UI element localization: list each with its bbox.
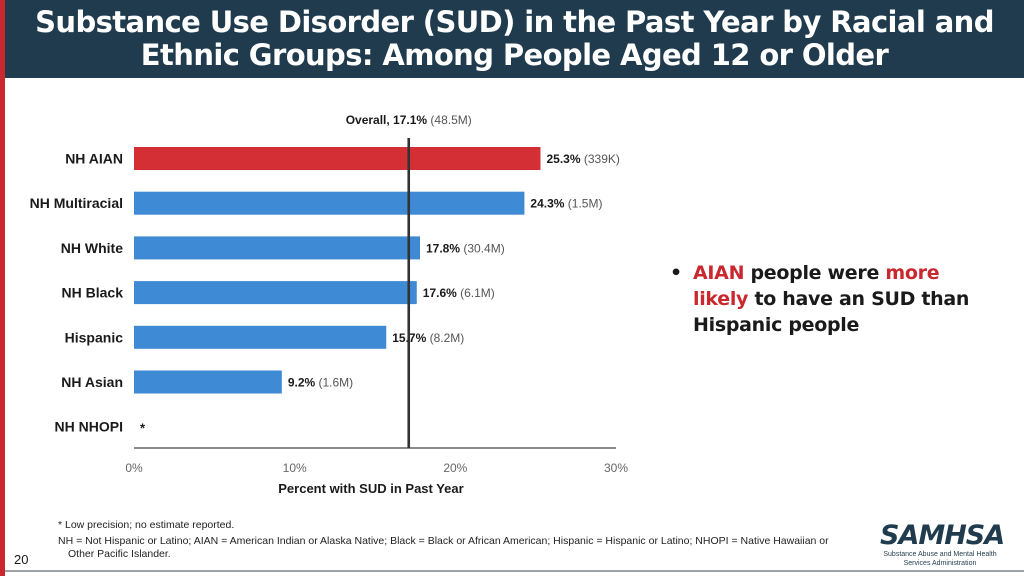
category-label-nh-multiracial: NH Multiracial xyxy=(30,195,123,211)
x-tick-label-1: 10% xyxy=(283,461,307,475)
data-label-nh-nhopi: * xyxy=(140,421,146,436)
bar-nh-aian xyxy=(134,147,541,170)
footnote-low-precision: * Low precision; no estimate reported. xyxy=(58,519,235,531)
category-label-nh-white: NH White xyxy=(61,240,123,256)
category-label-nh-asian: NH Asian xyxy=(61,374,123,390)
data-label-hispanic: 15.7% (8.2M) xyxy=(392,331,464,345)
bullet-aian: AIAN xyxy=(693,262,745,284)
bar-chart: NH AIAN 25.3% (339K) NH Multiracial 24.3% (… xyxy=(30,113,629,496)
bullet-text: AIAN people were more likely to have an … xyxy=(693,260,1000,338)
x-tick-label-0: 0% xyxy=(125,461,143,475)
bullet-dot: • xyxy=(670,262,682,284)
left-accent-stripe xyxy=(0,0,5,576)
logo-line-2: Services Administration xyxy=(903,560,977,567)
page-number: 20 xyxy=(14,552,29,567)
x-tick-label-2: 20% xyxy=(443,461,467,475)
title-bar: Substance Use Disorder (SUD) in the Past… xyxy=(5,0,1024,78)
logo-line-1: Substance Abuse and Mental Health xyxy=(883,551,997,558)
samhsa-logo: SAMHSA Substance Abuse and Mental Health… xyxy=(880,520,1005,568)
data-label-nh-white: 17.8% (30.4M) xyxy=(426,241,505,255)
overall-reference-label: Overall, 17.1% (48.5M) xyxy=(346,113,472,127)
bar-nh-black xyxy=(134,281,417,305)
bullet-more-likely: more likely xyxy=(693,262,940,310)
data-label-nh-multiracial: 24.3% (1.5M) xyxy=(530,197,602,211)
x-axis-title: Percent with SUD in Past Year xyxy=(278,481,463,496)
bullet-point: • AIAN people were more likely to have a… xyxy=(670,260,1000,338)
bar-hispanic xyxy=(134,325,387,349)
category-label-nh-aian: NH AIAN xyxy=(65,151,123,167)
footnote-abbreviations-line1: NH = Not Hispanic or Latino; AIAN = Amer… xyxy=(58,535,829,547)
category-label-nh-black: NH Black xyxy=(62,285,124,301)
bar-nh-multiracial xyxy=(134,191,525,215)
footnote-abbreviations: NH = Not Hispanic or Latino; AIAN = Amer… xyxy=(58,535,858,561)
data-label-nh-black: 17.6% (6.1M) xyxy=(423,286,495,300)
bullet-text-2: people were xyxy=(744,262,886,284)
category-label-hispanic: Hispanic xyxy=(65,329,124,345)
data-label-nh-asian: 9.2% (1.6M) xyxy=(288,376,353,390)
bar-nh-white xyxy=(134,236,420,260)
footnote-abbreviations-line2: Other Pacific Islander. xyxy=(68,548,171,560)
category-label-nh-nhopi: NH NHOPI xyxy=(55,419,123,435)
bar-nh-asian xyxy=(134,370,282,394)
bullet-text-4: to have an SUD than Hispanic people xyxy=(693,288,970,336)
x-tick-label-3: 30% xyxy=(604,461,628,475)
logo-wordmark: SAMHSA xyxy=(880,520,1005,551)
data-label-nh-aian: 25.3% (339K) xyxy=(546,152,619,166)
slide-title: Substance Use Disorder (SUD) in the Past… xyxy=(35,5,994,72)
bottom-divider xyxy=(5,570,1024,572)
